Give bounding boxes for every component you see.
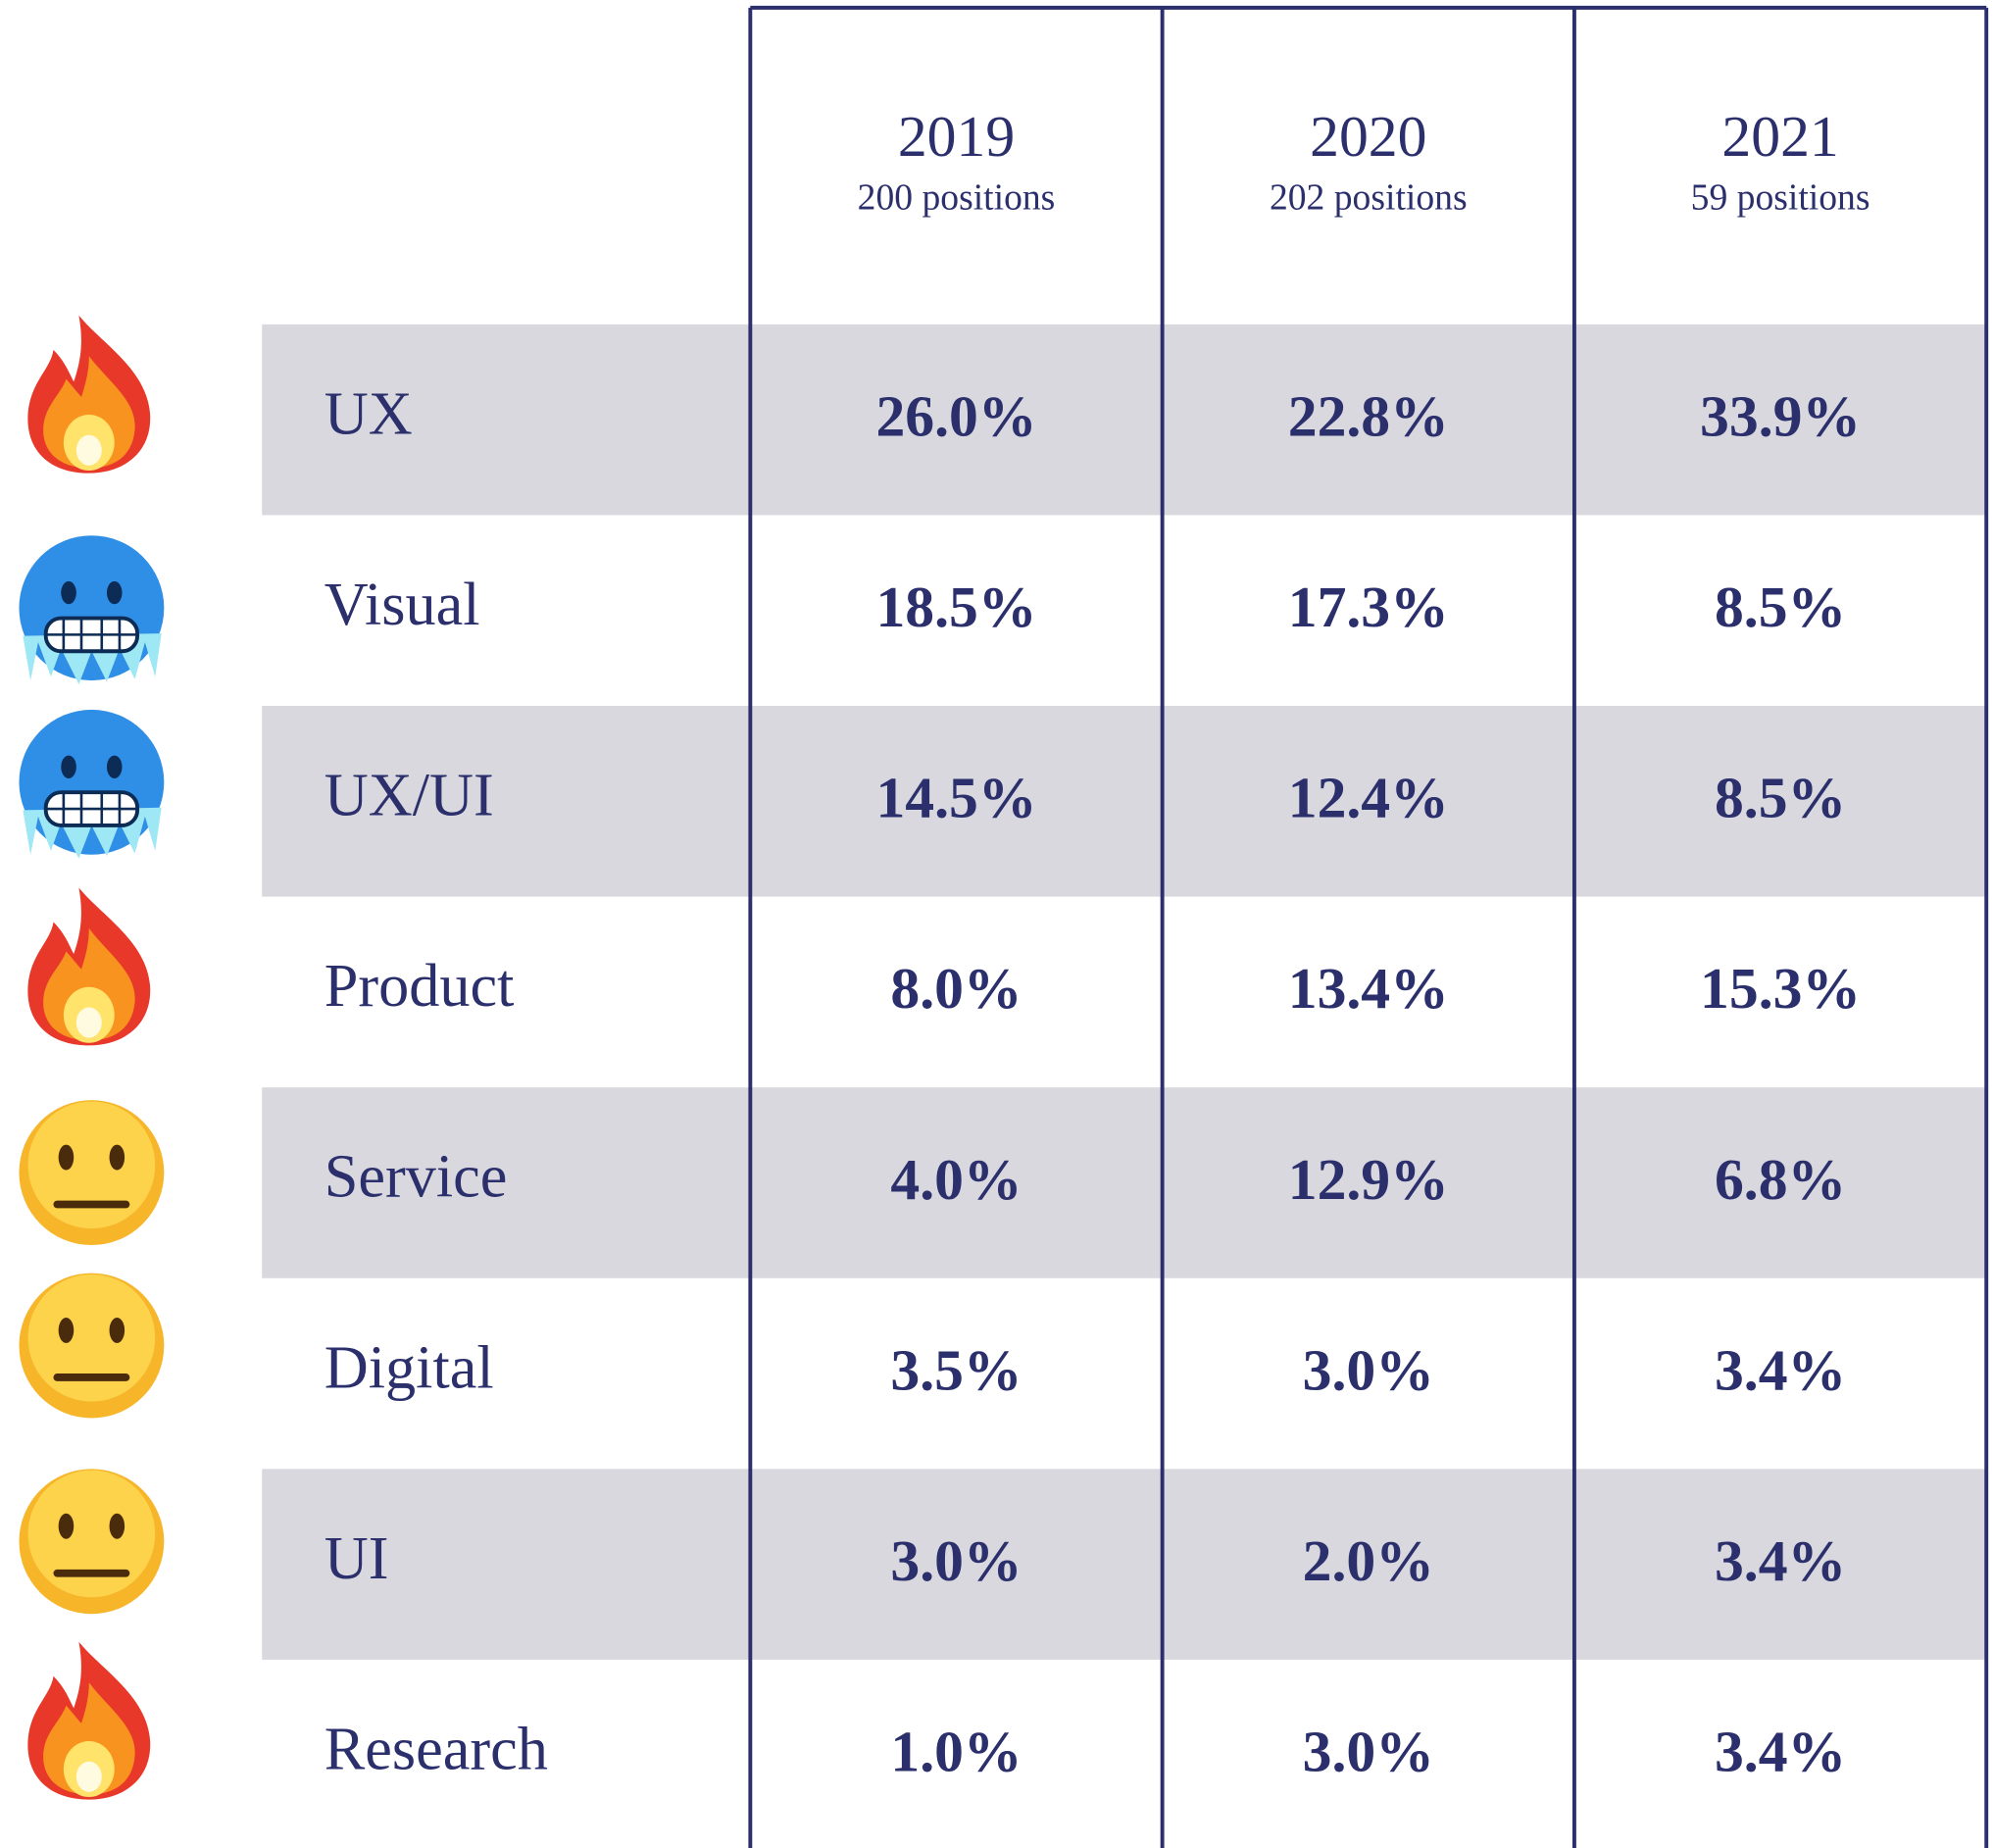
row-band [262, 324, 1987, 516]
row-label: Digital [324, 1334, 494, 1401]
neutral-icon [19, 1469, 165, 1615]
column-year: 2019 [898, 104, 1015, 169]
cells: UX 26.0% 22.8% 33.9% Visual 18.5% 17.3% 8.5% UX/… [324, 104, 1870, 1783]
cell-value: 12.9% [1288, 1147, 1449, 1212]
cell-value: 17.3% [1288, 574, 1449, 639]
neutral-icon [19, 1273, 165, 1419]
cell-value: 33.9% [1700, 383, 1861, 448]
cell-value: 8.0% [890, 956, 1022, 1021]
cell-value: 8.5% [1715, 574, 1846, 639]
fire-icon [27, 315, 151, 474]
row-label: Product [324, 953, 515, 1020]
cell-value: 3.5% [890, 1337, 1022, 1402]
cold-icon [17, 533, 167, 686]
fire-icon [27, 887, 151, 1046]
row-band [262, 1087, 1987, 1278]
fire-icon [27, 1641, 151, 1800]
column-positions: 202 positions [1270, 177, 1468, 219]
cell-value: 12.4% [1288, 766, 1449, 830]
row-bands [262, 324, 1987, 1660]
cell-value: 6.8% [1715, 1147, 1846, 1212]
row-label: UI [324, 1525, 389, 1592]
column-borders [748, 5, 1989, 1848]
cell-value: 4.0% [890, 1147, 1022, 1212]
cell-value: 3.0% [890, 1528, 1022, 1593]
cell-value: 8.5% [1715, 766, 1846, 830]
cold-icon [17, 708, 167, 861]
row-label: Visual [324, 572, 480, 638]
cell-value: 22.8% [1288, 383, 1449, 448]
icons [17, 315, 167, 1800]
column-year: 2020 [1310, 104, 1426, 169]
cell-value: 14.5% [875, 766, 1036, 830]
cell-value: 3.0% [1303, 1337, 1434, 1402]
cell-value: 3.4% [1715, 1528, 1846, 1593]
row-label: Research [324, 1716, 548, 1782]
cell-value: 15.3% [1700, 956, 1861, 1021]
row-label: UX/UI [324, 763, 494, 829]
cell-value: 3.4% [1715, 1719, 1846, 1783]
row-label: UX [324, 380, 413, 447]
cell-value: 26.0% [875, 383, 1036, 448]
column-year: 2021 [1721, 104, 1838, 169]
cell-value: 3.4% [1715, 1337, 1846, 1402]
cell-value: 3.0% [1303, 1719, 1434, 1783]
row-band [262, 706, 1987, 897]
neutral-icon [19, 1100, 165, 1246]
column-positions: 200 positions [858, 177, 1056, 219]
cell-value: 13.4% [1288, 956, 1449, 1021]
row-band [262, 1469, 1987, 1660]
column-positions: 59 positions [1691, 177, 1870, 219]
row-label: Service [324, 1144, 508, 1211]
cell-value: 1.0% [890, 1719, 1022, 1783]
cell-value: 18.5% [875, 574, 1036, 639]
cell-value: 2.0% [1303, 1528, 1434, 1593]
